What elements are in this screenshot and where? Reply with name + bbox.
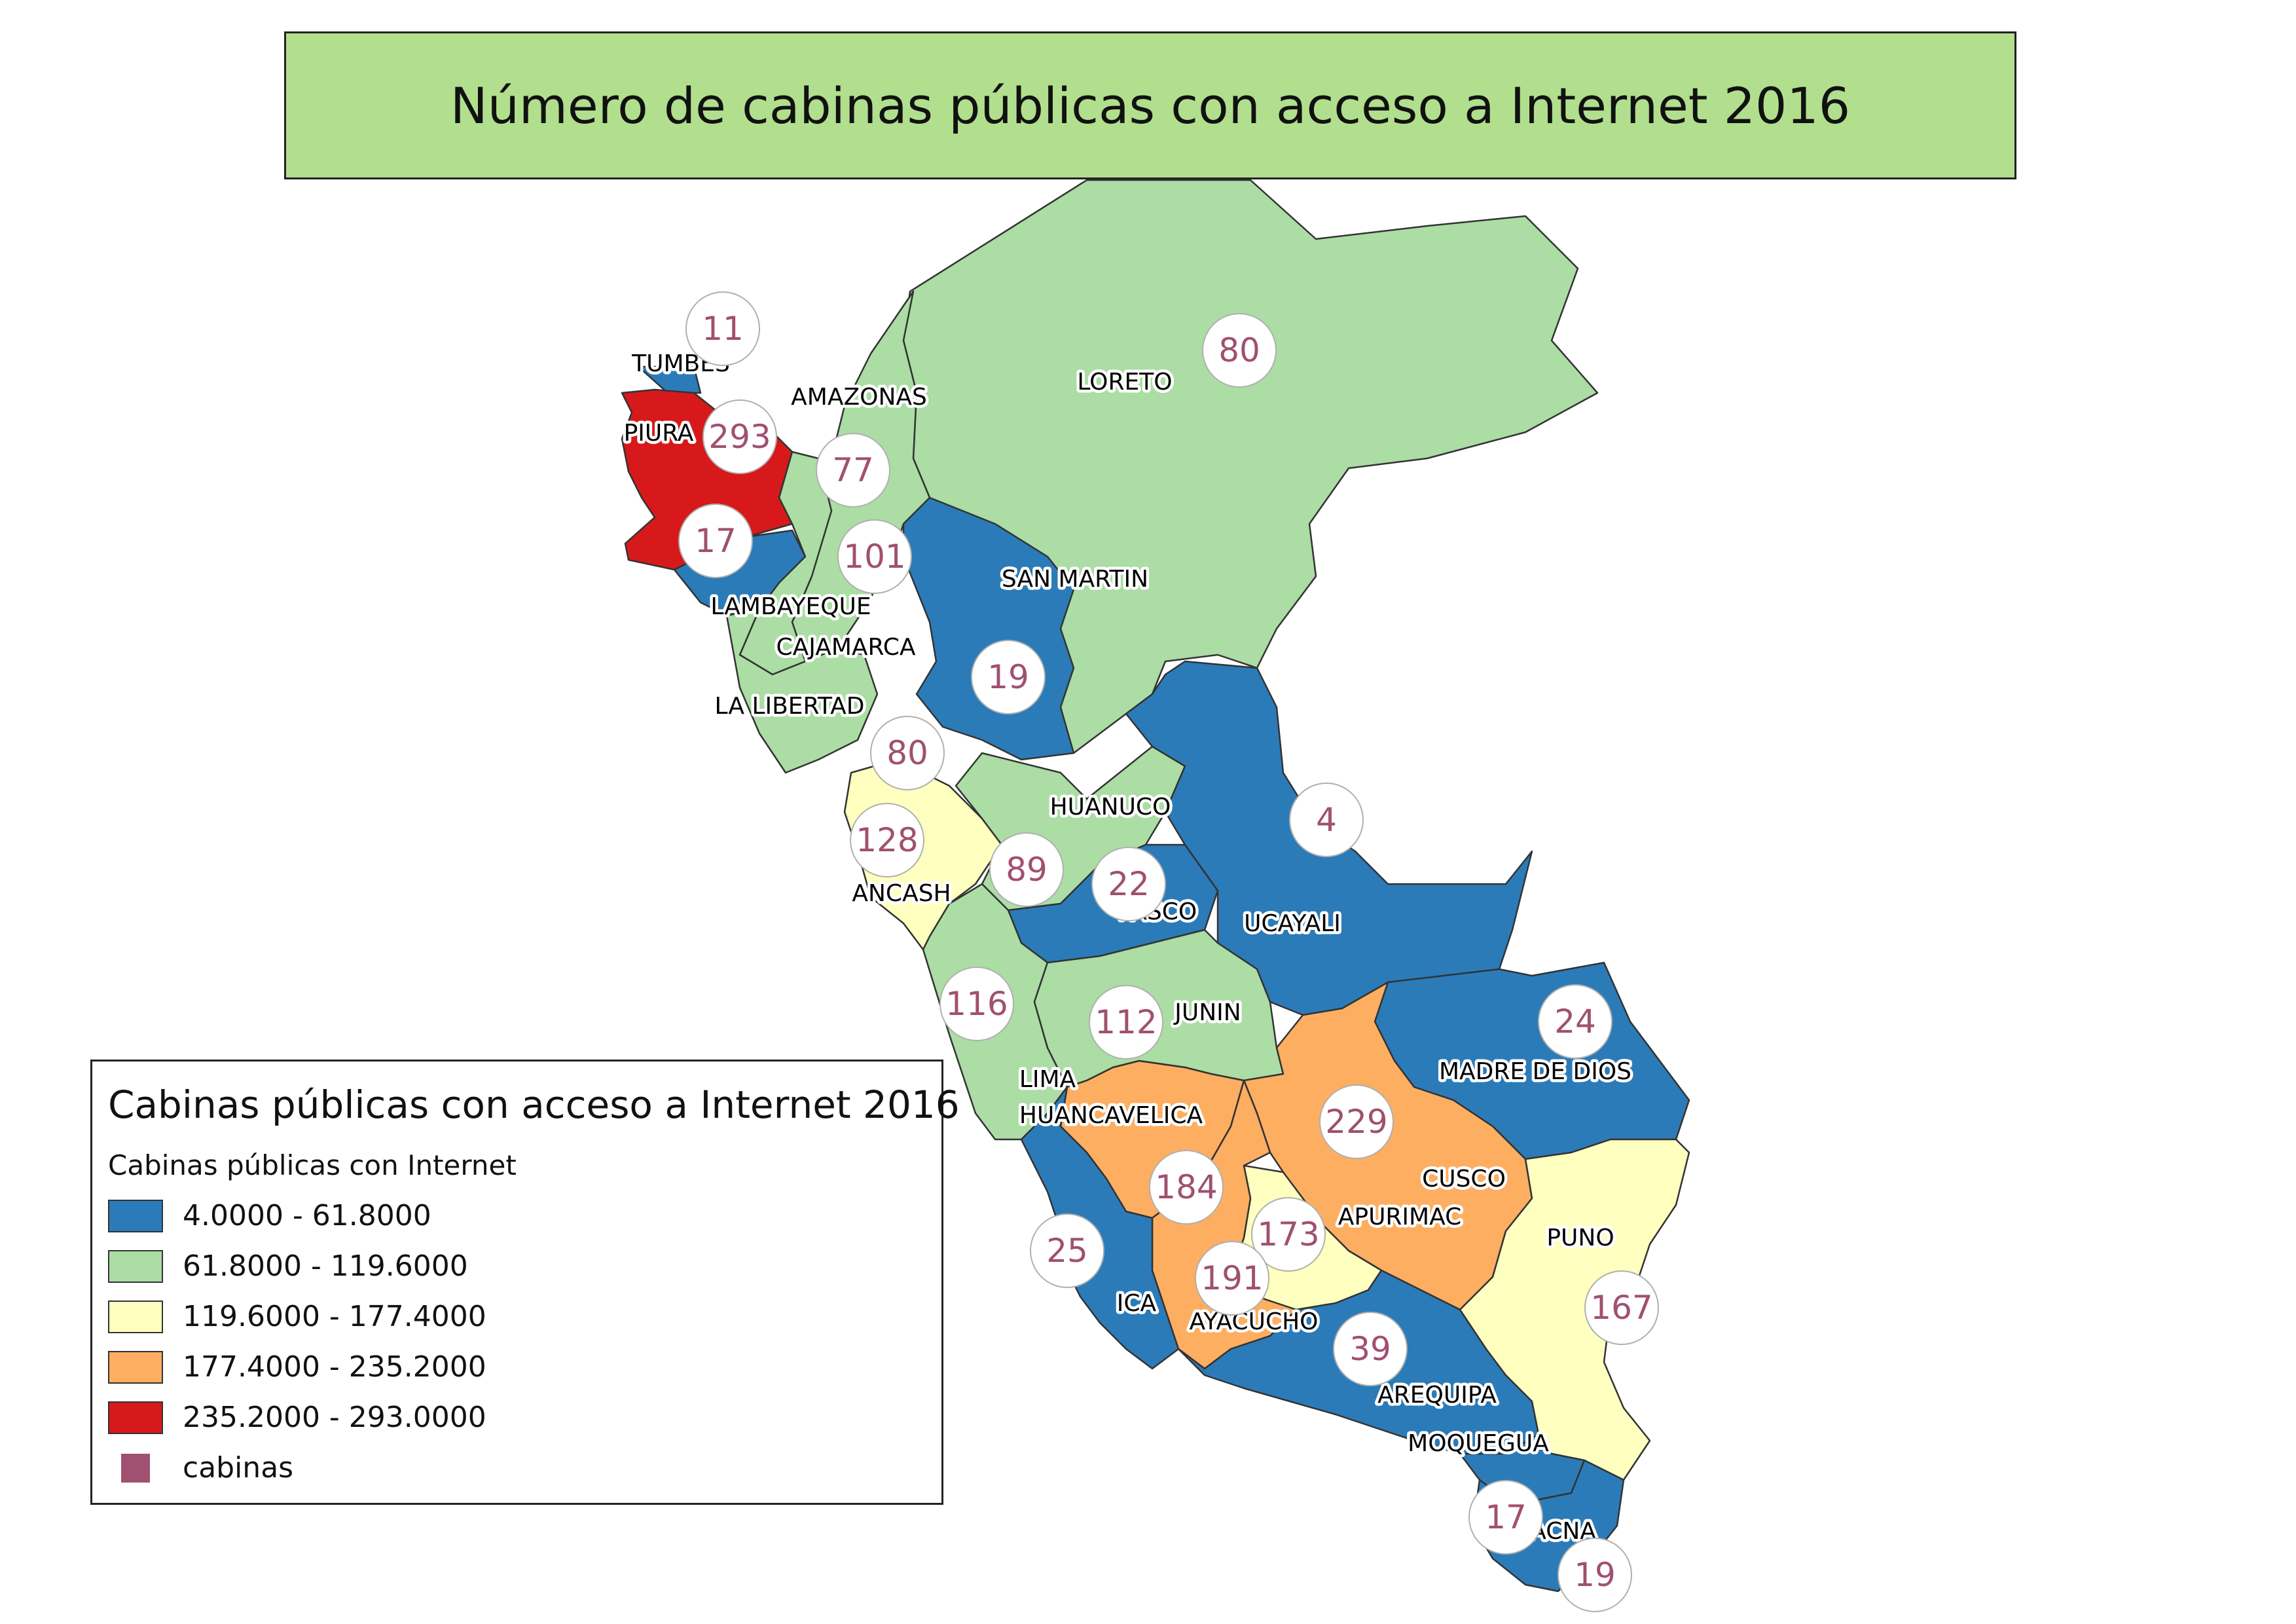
legend-label-5: 235.2000 - 293.0000 (183, 1401, 486, 1434)
count-apurimac: 173 (1257, 1215, 1319, 1253)
legend-title: Cabinas públicas con acceso a Internet 2… (108, 1082, 960, 1127)
label-ica: ICA (1117, 1290, 1157, 1317)
label-ancash: ANCASH (852, 880, 951, 907)
count-cusco: 229 (1325, 1103, 1387, 1141)
count-amazonas: 77 (832, 451, 874, 489)
count-moquegua: 17 (1485, 1498, 1527, 1536)
count-ancash: 128 (856, 821, 918, 859)
label-huanuco: HUANUCO (1050, 794, 1171, 821)
legend-class-4: 177.4000 - 235.2000 (108, 1342, 926, 1392)
label-huancavelica: HUANCAVELICA (1019, 1102, 1203, 1129)
count-junin: 112 (1095, 1003, 1157, 1041)
legend-label-2: 61.8000 - 119.6000 (183, 1249, 468, 1283)
legend-swatch-2 (108, 1249, 163, 1283)
count-marker-junin: 112 (1089, 985, 1163, 1060)
legend-class-5: 235.2000 - 293.0000 (108, 1392, 926, 1443)
label-ucayali: UCAYALI (1244, 910, 1341, 937)
label-piura: PIURA (624, 420, 694, 447)
count-piura: 293 (708, 418, 771, 456)
count-marker-tacna: 19 (1558, 1538, 1632, 1612)
legend-label-3: 119.6000 - 177.4000 (183, 1300, 486, 1333)
label-la-libertad: LA LIBERTAD (714, 693, 864, 720)
count-marker-la-libertad: 80 (870, 716, 945, 790)
legend-label-4: 177.4000 - 235.2000 (183, 1350, 486, 1384)
count-marker-apurimac: 173 (1251, 1197, 1326, 1272)
count-madre-de-dios: 24 (1554, 1003, 1596, 1041)
region-puno[interactable] (1459, 1138, 1690, 1481)
count-lima: 116 (945, 985, 1008, 1023)
legend-marker-row: cabinas (108, 1443, 926, 1493)
count-marker-huanuco: 89 (989, 832, 1064, 907)
count-marker-loreto: 80 (1202, 313, 1277, 388)
count-marker-huancavelica: 184 (1149, 1150, 1224, 1225)
count-puno: 167 (1590, 1289, 1652, 1327)
legend-swatch-5 (108, 1401, 163, 1434)
legend-marker-square-icon (121, 1453, 150, 1483)
label-loreto: LORETO (1077, 369, 1172, 396)
count-loreto: 80 (1218, 331, 1260, 369)
count-marker-madre-de-dios: 24 (1538, 984, 1613, 1059)
count-marker-moquegua: 17 (1468, 1480, 1543, 1555)
legend-subtitle: Cabinas públicas con Internet (108, 1149, 517, 1181)
label-cusco: CUSCO (1422, 1166, 1506, 1192)
label-madre-de-dios: MADRE DE DIOS (1439, 1058, 1631, 1085)
legend-swatch-3 (108, 1300, 163, 1333)
count-marker-piura: 293 (702, 399, 777, 474)
legend: Cabinas públicas con acceso a Internet 2… (90, 1060, 960, 1505)
legend-label-1: 4.0000 - 61.8000 (183, 1199, 431, 1232)
label-arequipa: AREQUIPA (1377, 1382, 1497, 1409)
count-marker-lima: 116 (939, 967, 1014, 1041)
label-lima: LIMA (1019, 1066, 1076, 1093)
count-marker-amazonas: 77 (816, 433, 890, 507)
count-ayacucho: 191 (1201, 1259, 1263, 1297)
legend-marker-label: cabinas (183, 1451, 294, 1485)
label-puno: PUNO (1546, 1225, 1614, 1251)
count-marker-puno: 167 (1584, 1270, 1659, 1345)
map-title-box: Número de cabinas públicas con acceso a … (284, 31, 2016, 179)
count-cajamarca: 101 (843, 538, 905, 576)
count-pasco: 22 (1108, 865, 1150, 903)
count-marker-cusco: 229 (1319, 1084, 1394, 1159)
count-ica: 25 (1046, 1232, 1088, 1270)
count-la-libertad: 80 (886, 734, 928, 772)
count-marker-tumbes: 11 (685, 291, 760, 366)
region-la-libertad[interactable] (725, 608, 879, 774)
labels-layer: TUMBES PIURA LAMBAYEQUE AMAZONAS CAJAMAR… (621, 291, 1659, 1612)
region-tumbes[interactable] (637, 365, 702, 394)
count-arequipa: 39 (1349, 1330, 1391, 1368)
count-marker-san-martin: 19 (971, 640, 1046, 714)
count-marker-lambayeque: 17 (678, 504, 753, 578)
legend-swatch-1 (108, 1199, 163, 1232)
legend-class-3: 119.6000 - 177.4000 (108, 1291, 926, 1342)
label-junin: JUNIN (1173, 999, 1241, 1026)
label-lambayeque: LAMBAYEQUE (710, 593, 871, 620)
map-title: Número de cabinas públicas con acceso a … (450, 76, 1851, 135)
count-tumbes: 11 (702, 310, 744, 348)
label-san-martin: SAN MARTIN (1002, 566, 1148, 593)
count-marker-pasco: 22 (1091, 847, 1166, 921)
count-marker-ica: 25 (1030, 1213, 1104, 1288)
count-marker-ucayali: 4 (1289, 783, 1364, 857)
count-huanuco: 89 (1006, 851, 1048, 889)
count-san-martin: 19 (987, 658, 1029, 696)
count-marker-arequipa: 39 (1333, 1312, 1408, 1386)
count-marker-cajamarca: 101 (837, 519, 912, 594)
label-moquegua: MOQUEGUA (1408, 1430, 1549, 1457)
count-ucayali: 4 (1316, 801, 1337, 839)
label-amazonas: AMAZONAS (791, 384, 927, 411)
count-marker-ayacucho: 191 (1195, 1241, 1269, 1316)
label-cajamarca: CAJAMARCA (776, 634, 915, 661)
count-huancavelica: 184 (1155, 1168, 1217, 1206)
legend-swatch-4 (108, 1350, 163, 1384)
count-tacna: 19 (1574, 1556, 1616, 1594)
label-apurimac: APURIMAC (1338, 1204, 1462, 1230)
label-ayacucho: AYACUCHO (1189, 1308, 1318, 1335)
legend-class-2: 61.8000 - 119.6000 (108, 1241, 926, 1291)
count-marker-ancash: 128 (850, 803, 924, 877)
count-lambayeque: 17 (695, 522, 737, 560)
legend-class-1: 4.0000 - 61.8000 (108, 1190, 926, 1241)
